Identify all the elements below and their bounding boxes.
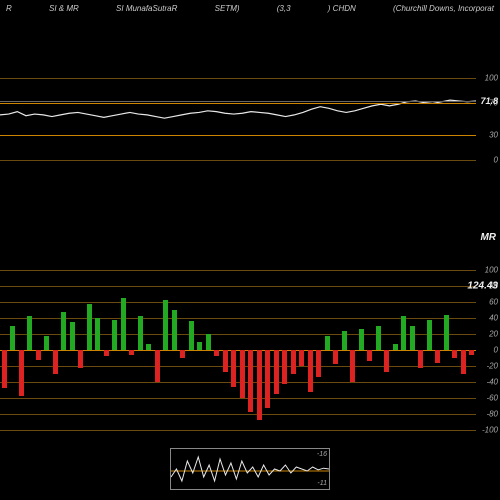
mini-top-val: -16 (317, 451, 327, 458)
mini-panel: -16 -11 (170, 448, 330, 490)
chart-header: R SI & MR SI MunafaSutraR SETM) (3,3 ) C… (0, 0, 500, 17)
mini-bot-val: -11 (317, 480, 327, 487)
hdr-setm: SETM) (215, 4, 240, 13)
hdr-simr: SI & MR (49, 4, 79, 13)
hdr-right: (Churchill Downs, Incorporat (393, 4, 494, 13)
hdr-sym: ) CHDN (328, 4, 356, 13)
hdr-mid: (3,3 (277, 4, 291, 13)
rsi-panel (0, 78, 476, 160)
mr-label: MR (480, 232, 496, 243)
rsi-line-svg (0, 78, 476, 160)
bar-panel (0, 270, 476, 430)
hdr-munafa: SI MunafaSutraR (116, 4, 177, 13)
mini-line-svg (171, 449, 329, 489)
hdr-r: R (6, 4, 12, 13)
